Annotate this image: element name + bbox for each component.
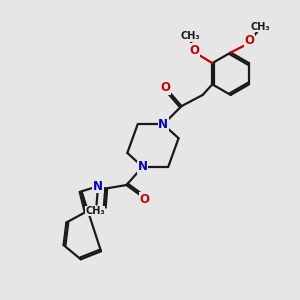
Text: CH₃: CH₃ [181,31,200,41]
Text: O: O [140,193,150,206]
Text: N: N [138,160,148,173]
Text: N: N [158,118,168,131]
Text: N: N [93,180,103,193]
Text: CH₃: CH₃ [250,22,270,32]
Text: O: O [160,81,170,94]
Text: O: O [190,44,200,57]
Text: O: O [244,34,254,47]
Text: CH₃: CH₃ [85,206,105,216]
